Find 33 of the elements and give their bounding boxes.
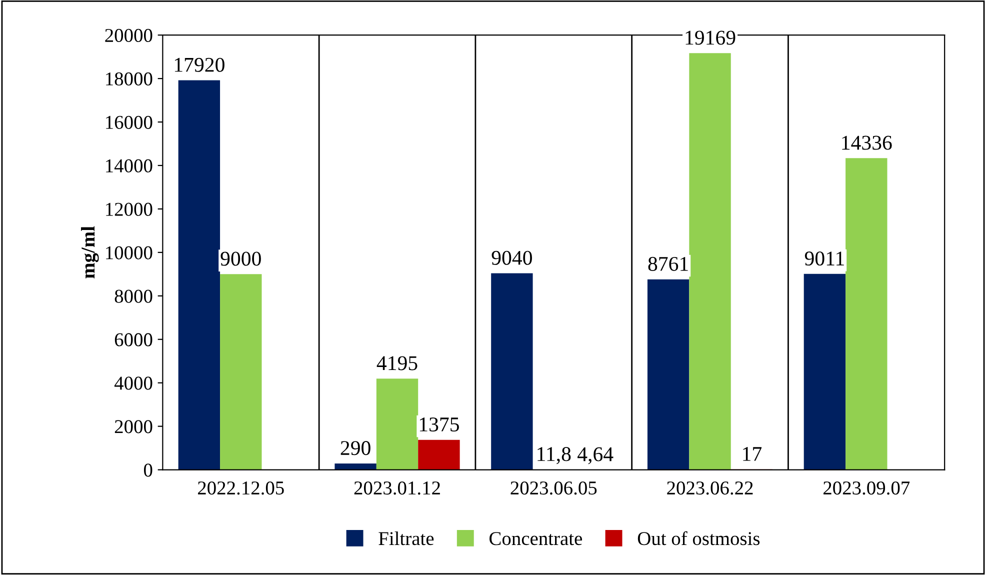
y-tick-label: 18000 [106, 72, 152, 86]
y-tick-label: 10000 [106, 246, 152, 260]
data-label: 17920 [174, 58, 224, 72]
x-tick-label: 2023.06.22 [667, 481, 753, 495]
data-label: 14336 [842, 136, 892, 150]
y-tick-label: 8000 [114, 290, 152, 303]
y-tick-label: 16000 [106, 116, 152, 129]
data-label: 11,8 [538, 447, 571, 464]
x-tick-label: 2023.01.12 [354, 481, 440, 495]
legend-label: Filtrate [378, 531, 434, 546]
data-label: 1375 [420, 417, 459, 432]
data-label: 9000 [220, 252, 261, 266]
data-label: 19169 [686, 30, 736, 45]
x-tick-label: 2023.09.07 [824, 481, 910, 495]
legend-label: Concentrate [490, 532, 582, 546]
data-label: 9040 [492, 250, 532, 265]
y-tick-label: 6000 [114, 333, 152, 346]
data-label: 4,64 [578, 447, 614, 464]
y-tick-label: 0 [144, 464, 152, 477]
data-label: 290 [340, 441, 370, 456]
y-tick-label: 20000 [105, 28, 152, 42]
y-tick-label: 12000 [106, 202, 152, 216]
y-tick-label: 2000 [114, 420, 152, 434]
y-tick-label: 14000 [106, 159, 152, 172]
y-tick-label: 4000 [114, 376, 152, 390]
y-axis-title: mg/ml [81, 226, 99, 278]
data-label: 8761 [648, 256, 688, 271]
legend-label: Out of ostmosis [638, 531, 760, 546]
x-tick-label: 2022.12.05 [198, 481, 284, 495]
data-label: 9011 [804, 251, 844, 266]
data-label: 17 [743, 447, 762, 461]
data-label: 4195 [376, 356, 418, 370]
x-tick-label: 2023.06.05 [510, 481, 597, 495]
